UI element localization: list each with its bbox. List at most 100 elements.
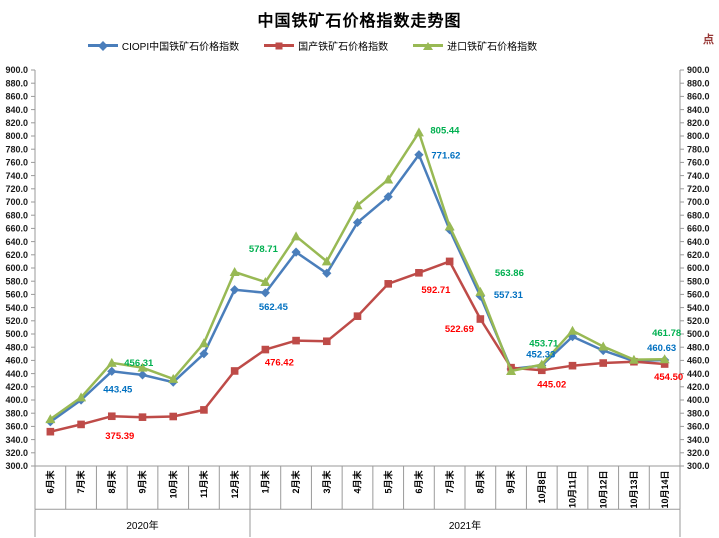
data-point-label: 522.69: [445, 324, 474, 335]
data-point-label: 461.78: [652, 328, 681, 339]
legend-item-ciopi: CIOPI中国铁矿石价格指数: [87, 38, 239, 53]
legend-label: 进口铁矿石价格指数: [447, 42, 538, 53]
ciopi-series-point: [199, 349, 209, 359]
y-axis-tick-label: 560.0: [5, 290, 28, 300]
y-axis-tick-label: 480.0: [687, 342, 710, 352]
imported-series-point: [137, 362, 148, 372]
triangle-marker-icon: [413, 41, 444, 50]
imported-series-point: [45, 414, 56, 424]
imported-series-point: [413, 127, 424, 137]
y-axis-tick-label: 340.0: [5, 435, 28, 445]
y-axis-tick-label: 900.0: [5, 65, 28, 75]
diamond-marker-icon: [87, 40, 118, 51]
y-axis-tick-label: 700.0: [5, 197, 28, 207]
ciopi-series-point: [291, 247, 301, 257]
y-axis-tick-label: 400.0: [687, 395, 710, 405]
y-axis-tick-label: 780.0: [687, 144, 710, 154]
domestic-series-point: [77, 420, 85, 429]
domestic-series-point: [261, 345, 270, 354]
y-axis-tick-label: 500.0: [687, 329, 710, 339]
y-axis-tick-label: 520.0: [687, 316, 710, 326]
domestic-series-point: [384, 280, 393, 288]
domestic-series-point: [537, 366, 546, 375]
data-point-label: 453.71: [529, 339, 559, 350]
y-axis-tick-label: 560.0: [687, 290, 710, 300]
x-axis-category-label: 6月末: [45, 470, 56, 494]
y-axis-unit-label: 点: [703, 34, 714, 46]
y-axis-tick-label: 380.0: [5, 408, 28, 418]
x-axis-category-label: 10月13日: [629, 471, 639, 509]
y-axis-tick-label: 720.0: [687, 184, 710, 194]
x-axis-category-label: 1月末: [260, 470, 271, 494]
ciopi-series-point: [260, 288, 270, 298]
x-axis-category-label: 11月末: [198, 470, 209, 499]
y-axis-tick-label: 300.0: [5, 461, 28, 471]
y-axis-tick-label: 880.0: [687, 78, 710, 88]
x-axis-category-label: 10月末: [167, 470, 178, 499]
data-point-label: 443.45: [103, 384, 133, 395]
y-axis-tick-label: 760.0: [5, 158, 28, 168]
data-point-label: 805.44: [430, 125, 460, 136]
y-axis-tick-label: 680.0: [687, 210, 710, 220]
y-axis-tick-label: 760.0: [687, 158, 710, 168]
y-axis-tick-label: 700.0: [687, 197, 710, 207]
chart-title: 中国铁矿石价格指数走势图: [257, 13, 462, 30]
domestic-series-point: [322, 337, 331, 346]
y-axis-tick-label: 580.0: [687, 276, 710, 286]
x-axis-category-label: 2月末: [290, 470, 301, 494]
y-axis-tick-label: 340.0: [687, 435, 710, 445]
y-axis-tick-label: 820.0: [5, 118, 28, 128]
y-axis-tick-label: 440.0: [687, 369, 710, 379]
domestic-series-point: [660, 360, 669, 368]
y-axis-tick-label: 600.0: [5, 263, 28, 273]
imported-series-point: [383, 174, 394, 184]
data-point-label: 375.39: [105, 431, 134, 442]
x-axis-category-label: 12月末: [229, 470, 240, 499]
y-axis-tick-label: 460.0: [5, 356, 28, 366]
y-axis-tick-label: 640.0: [5, 237, 28, 247]
x-axis-category-label: 5月末: [382, 470, 393, 494]
square-marker-icon: [264, 42, 295, 49]
ciopi-series-point: [107, 366, 117, 376]
y-axis-tick-label: 460.0: [687, 356, 710, 366]
imported-series-point: [536, 359, 547, 369]
ciopi-series-point: [383, 192, 393, 202]
imported-series-point: [229, 266, 240, 276]
y-axis-tick-label: 880.0: [5, 78, 28, 88]
legend-item-imported: 进口铁矿石价格指数: [413, 38, 537, 53]
data-point-label: 460.63: [647, 343, 676, 354]
y-axis-tick-label: 900.0: [687, 65, 710, 75]
y-axis-tick-label: 400.0: [5, 395, 28, 405]
data-point-label: 562.45: [259, 302, 289, 313]
imported-series-point: [321, 256, 332, 266]
domestic-series-line: [50, 260, 665, 433]
x-axis-category-label: 10月14日: [660, 471, 670, 509]
y-axis-tick-label: 320.0: [5, 448, 28, 458]
data-point-label: 771.62: [431, 151, 460, 162]
data-point-label: 578.71: [249, 244, 279, 255]
y-axis-tick-label: 640.0: [687, 237, 710, 247]
domestic-series-point: [415, 269, 423, 277]
y-axis-tick-label: 360.0: [687, 422, 710, 432]
imported-series-point: [475, 286, 486, 296]
y-axis-tick-label: 660.0: [5, 224, 28, 234]
y-axis-tick-label: 720.0: [5, 184, 28, 194]
imported-series-point: [506, 365, 517, 375]
data-point-label: 557.31: [494, 290, 524, 301]
domestic-series-point: [200, 406, 208, 414]
imported-series-point: [567, 325, 578, 335]
x-axis-category-label: 6月末: [413, 470, 424, 494]
y-axis-tick-label: 620.0: [5, 250, 28, 260]
y-axis-tick-label: 380.0: [687, 408, 710, 418]
domestic-series-point: [292, 336, 300, 345]
imported-series-point: [628, 354, 639, 364]
y-axis-tick-label: 660.0: [687, 224, 710, 234]
y-axis-tick-label: 620.0: [687, 250, 710, 260]
imported-series-point: [291, 231, 302, 241]
y-axis-tick-label: 420.0: [687, 382, 710, 392]
data-point-label: 456.31: [124, 358, 154, 369]
domestic-series-point: [599, 359, 608, 367]
data-point-label: 476.42: [265, 358, 294, 369]
